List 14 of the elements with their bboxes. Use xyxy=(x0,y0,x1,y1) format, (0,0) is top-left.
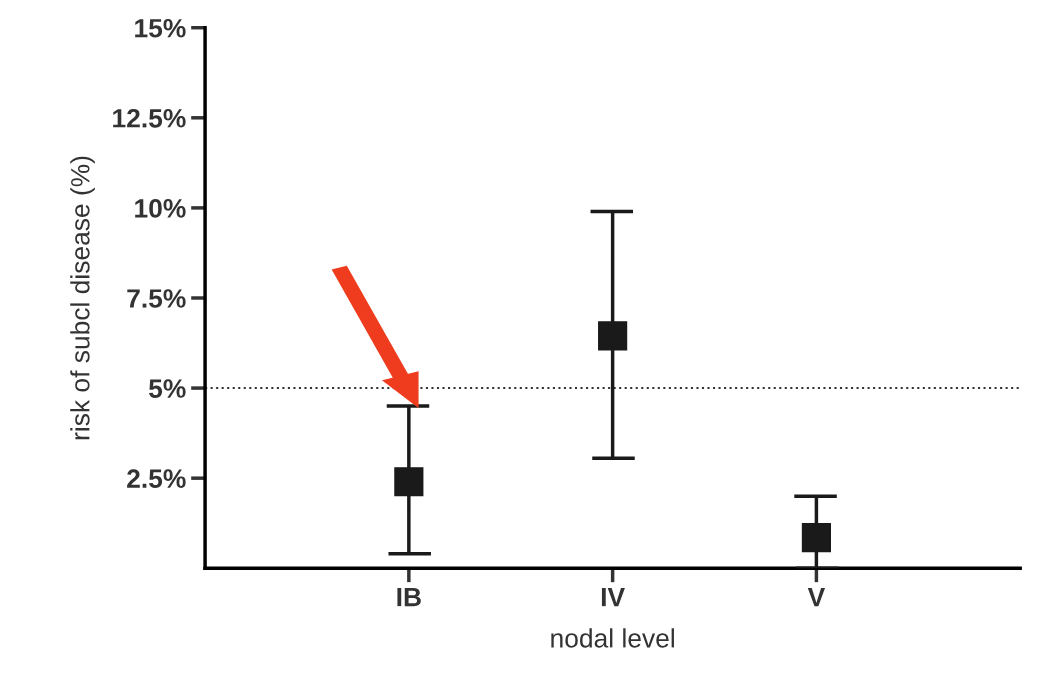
point xyxy=(394,467,424,497)
point xyxy=(598,321,628,351)
x-axis-title: nodal level xyxy=(551,628,674,648)
y-tick-label: 5% xyxy=(149,379,186,398)
point xyxy=(801,523,831,553)
y-tick-label: 15% xyxy=(135,18,186,38)
y-axis-title: risk of subcl disease (%) xyxy=(70,156,95,440)
x-tick-label: IV xyxy=(601,587,625,607)
y-tick-label: 7.5% xyxy=(127,289,186,308)
x-tick-label: IB xyxy=(397,587,421,607)
y-tick-label: 10% xyxy=(135,199,186,218)
y-tick-label: 2.5% xyxy=(127,469,186,488)
x-tick-label: V xyxy=(807,587,826,607)
y-tick-label: 12.5% xyxy=(113,108,186,128)
